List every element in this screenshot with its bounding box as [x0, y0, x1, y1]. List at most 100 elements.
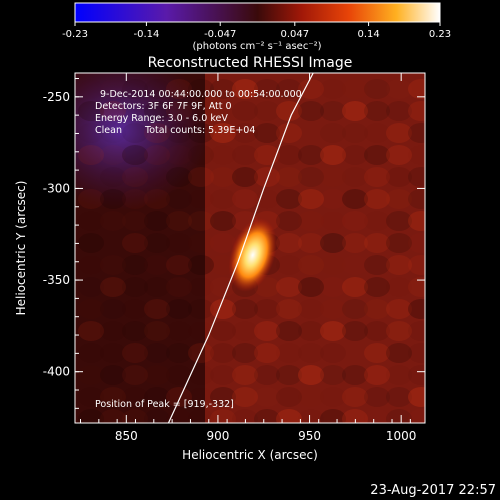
texture-blob [166, 189, 192, 209]
texture-blob [232, 365, 258, 385]
texture-blob [100, 277, 126, 297]
texture-blob [386, 299, 412, 319]
texture-blob [78, 321, 104, 341]
annotation-total-counts: Total counts: 5.39E+04 [144, 125, 255, 136]
texture-blob [386, 101, 412, 121]
texture-blob [122, 79, 148, 99]
texture-blob [342, 233, 368, 253]
texture-blob [122, 189, 148, 209]
heatmap-texture [78, 79, 425, 423]
texture-blob [100, 321, 126, 341]
texture-blob [364, 145, 390, 165]
texture-blob [78, 409, 104, 423]
texture-blob [364, 79, 390, 99]
texture-blob [232, 123, 258, 143]
annotation-algorithm: Clean [95, 125, 122, 136]
x-tick-label: 950 [298, 429, 321, 443]
y-tick-label: -350 [43, 273, 70, 287]
texture-blob [364, 189, 390, 209]
texture-blob [386, 255, 412, 275]
texture-blob [166, 101, 192, 121]
texture-blob [210, 79, 236, 99]
texture-blob [364, 299, 390, 319]
texture-blob [320, 321, 346, 341]
texture-blob [144, 299, 170, 319]
texture-blob [232, 79, 258, 99]
texture-blob [408, 211, 425, 231]
texture-blob [408, 167, 425, 187]
texture-blob [408, 365, 425, 385]
heatmap-peak-source [228, 218, 277, 292]
texture-blob [122, 409, 148, 423]
texture-blob [320, 101, 346, 121]
y-axis: -250 -300 -350 -400 [43, 77, 425, 409]
texture-blob [342, 101, 368, 121]
texture-blob [254, 321, 280, 341]
texture-blob [298, 233, 324, 253]
texture-blob [408, 123, 425, 143]
texture-blob [166, 79, 192, 99]
texture-blob [342, 299, 368, 319]
texture-blob [232, 145, 258, 165]
texture-blob [364, 321, 390, 341]
colorbar-tick-label: -0.23 [62, 29, 88, 40]
texture-blob [232, 167, 258, 187]
texture-blob [254, 167, 280, 187]
colorbar-tick-label: 0.14 [357, 29, 379, 40]
x-axis: 850 900 950 1000 [79, 73, 416, 443]
texture-blob [276, 387, 302, 407]
texture-blob [320, 409, 346, 423]
texture-blob [210, 167, 236, 187]
texture-blob [232, 387, 258, 407]
texture-blob [276, 321, 302, 341]
texture-blob [254, 365, 280, 385]
texture-blob [232, 343, 258, 363]
texture-blob [232, 101, 258, 121]
texture-blob [364, 387, 390, 407]
texture-blob [298, 277, 324, 297]
texture-blob [298, 365, 324, 385]
texture-blob [144, 387, 170, 407]
plot-area [75, 73, 425, 423]
texture-blob [320, 145, 346, 165]
texture-blob [408, 409, 425, 423]
texture-blob [210, 321, 236, 341]
texture-blob [364, 343, 390, 363]
texture-blob [100, 299, 126, 319]
texture-blob [144, 321, 170, 341]
y-tick-label: -300 [43, 181, 70, 195]
texture-blob [408, 79, 425, 99]
texture-blob [144, 79, 170, 99]
texture-blob [188, 145, 214, 165]
texture-blob [144, 409, 170, 423]
texture-blob [408, 299, 425, 319]
texture-blob [386, 123, 412, 143]
texture-blob [144, 277, 170, 297]
texture-blob [342, 409, 368, 423]
texture-blob [408, 387, 425, 407]
texture-blob [100, 365, 126, 385]
colorbar-unit-label: (photons cm⁻² s⁻¹ asec⁻²) [192, 41, 321, 52]
texture-blob [386, 233, 412, 253]
texture-blob [386, 189, 412, 209]
texture-blob [166, 255, 192, 275]
texture-blob [276, 167, 302, 187]
colorbar-tick-label: 0.23 [429, 29, 451, 40]
texture-blob [100, 409, 126, 423]
annotation-detectors: Detectors: 3F 6F 7F 9F, Att 0 [95, 101, 232, 112]
texture-blob [364, 233, 390, 253]
texture-blob [210, 123, 236, 143]
texture-blob [298, 255, 324, 275]
texture-blob [100, 189, 126, 209]
colorbar-gradient [74, 2, 441, 23]
texture-blob [122, 365, 148, 385]
texture-blob [122, 321, 148, 341]
texture-blob [210, 343, 236, 363]
texture-blob [276, 277, 302, 297]
texture-blob [78, 101, 104, 121]
x-tick-label: 900 [206, 429, 229, 443]
texture-blob [188, 123, 214, 143]
texture-blob [342, 211, 368, 231]
texture-blob [342, 145, 368, 165]
texture-blob [210, 233, 236, 253]
